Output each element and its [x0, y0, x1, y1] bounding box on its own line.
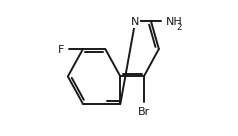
Text: 2: 2	[176, 23, 182, 32]
Text: F: F	[58, 45, 64, 55]
Text: NH: NH	[166, 17, 183, 27]
Text: N: N	[131, 17, 139, 27]
Text: Br: Br	[138, 107, 150, 118]
